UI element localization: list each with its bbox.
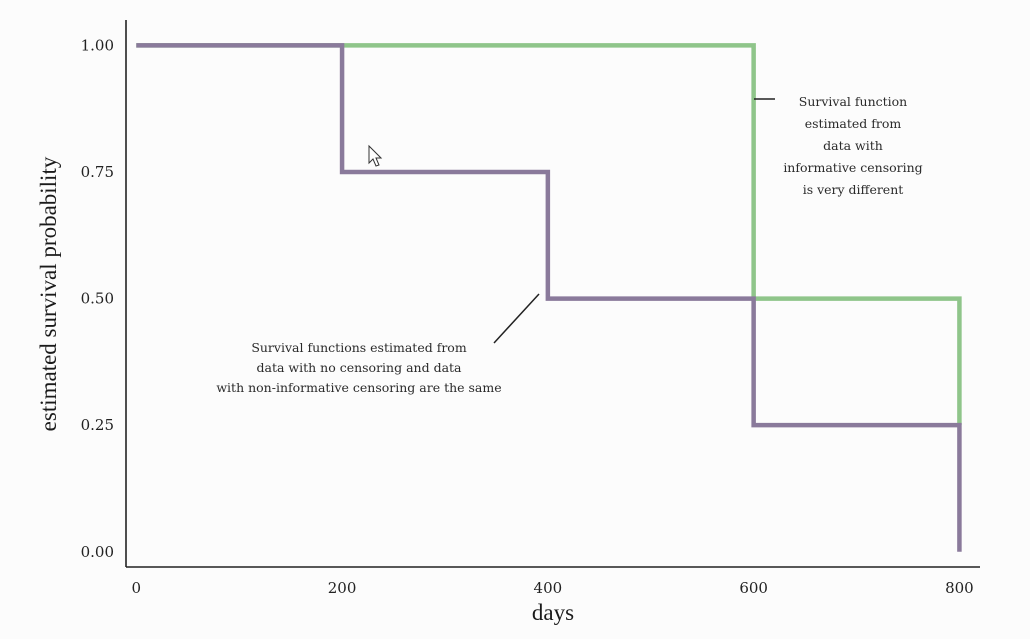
annotation-1-line: estimated from	[805, 116, 902, 131]
annotation-1-line: Survival function	[799, 94, 907, 109]
annotation-leader-2	[493, 293, 540, 344]
x-tick-label: 200	[328, 579, 357, 597]
y-tick-label: 0.50	[81, 290, 114, 308]
annotation-1-line: is very different	[803, 182, 904, 197]
x-axis-label: days	[532, 600, 574, 625]
y-axis-label: estimated survival probability	[36, 156, 61, 431]
y-tick-label: 0.00	[81, 543, 114, 561]
series-line-2	[136, 43, 962, 552]
y-tick-label: 0.25	[81, 416, 114, 434]
series-group	[136, 43, 962, 552]
x-tick-label: 400	[534, 579, 563, 597]
axes	[125, 20, 980, 568]
y-tick-label: 1.00	[81, 36, 114, 54]
annotations: Survival function estimated from data with…	[216, 94, 922, 395]
x-tick-label: 0	[132, 579, 142, 597]
annotation-2-line: data with no censoring and data	[257, 360, 463, 375]
x-tick-label: 800	[945, 579, 974, 597]
x-tick-label: 600	[739, 579, 768, 597]
ticks: 0.00 0.25 0.50 0.75 1.00 0 200 400 600 800	[81, 36, 974, 597]
annotation-2-line: Survival functions estimated from	[251, 340, 467, 355]
annotation-1-line: informative censoring	[783, 160, 922, 175]
annotation-1-line: data with	[823, 138, 883, 153]
annotation-2-line: with non-informative censoring are the s…	[216, 380, 501, 395]
mouse-cursor-icon	[368, 144, 383, 167]
y-tick-label: 0.75	[81, 163, 114, 181]
